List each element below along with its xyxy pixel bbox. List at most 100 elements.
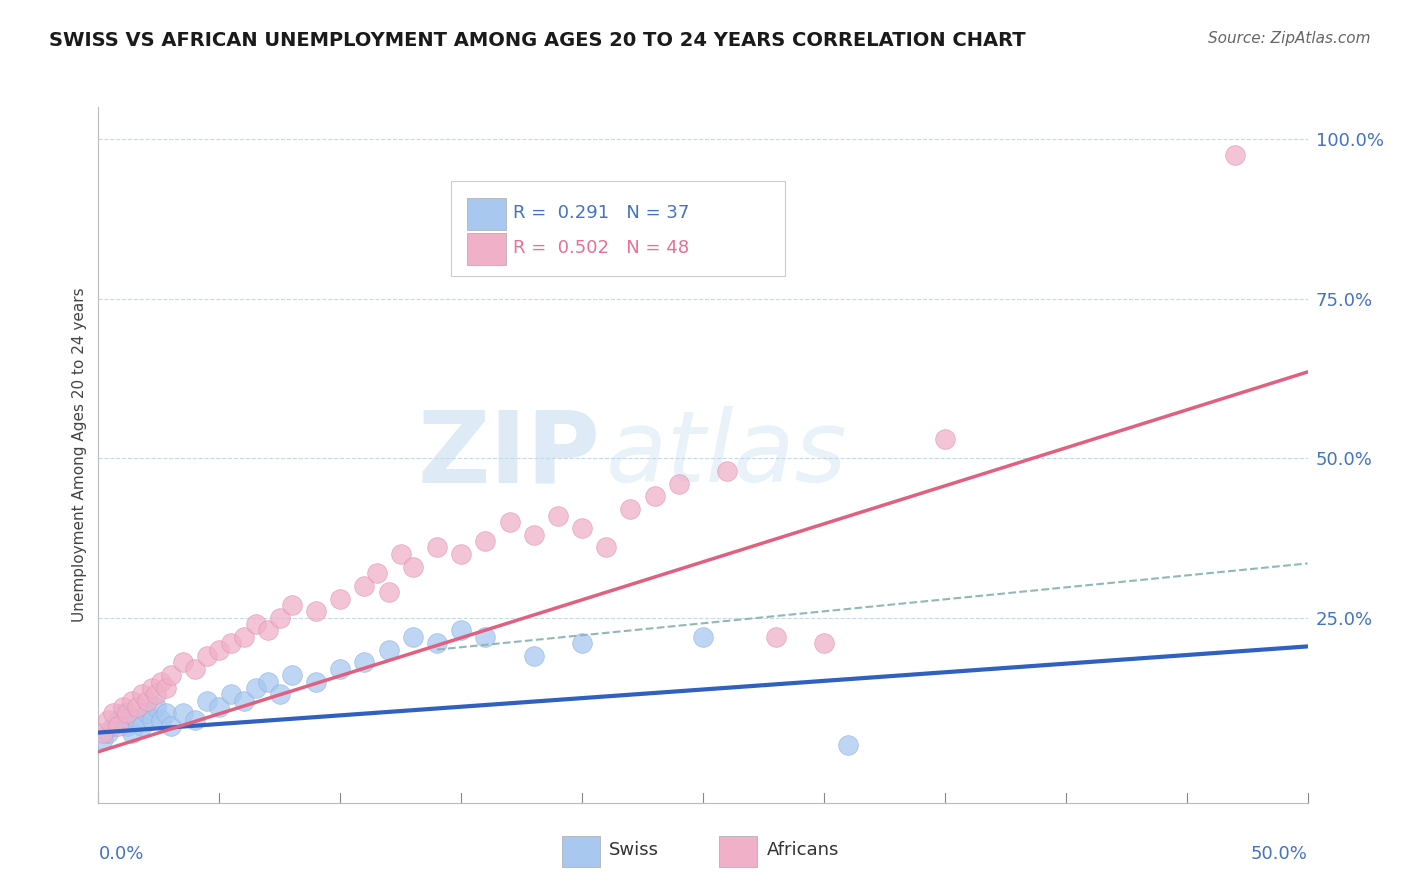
Point — [155, 706, 177, 721]
Point — [101, 706, 124, 721]
Point — [221, 636, 243, 650]
Point — [245, 617, 267, 632]
Point — [474, 534, 496, 549]
Point — [145, 700, 167, 714]
Point — [135, 694, 157, 708]
Point — [644, 490, 666, 504]
Point — [353, 579, 375, 593]
Point — [329, 662, 352, 676]
Point — [1223, 148, 1246, 162]
Point — [402, 559, 425, 574]
Point — [498, 515, 520, 529]
Point — [619, 502, 641, 516]
Point — [934, 432, 956, 446]
Point — [256, 624, 278, 638]
FancyBboxPatch shape — [718, 836, 758, 867]
Point — [145, 687, 167, 701]
Point — [121, 694, 143, 708]
Point — [111, 706, 134, 721]
Point — [141, 681, 163, 695]
Point — [668, 476, 690, 491]
Point — [208, 642, 231, 657]
Point — [131, 687, 153, 701]
FancyBboxPatch shape — [561, 836, 600, 867]
Point — [281, 598, 304, 612]
Point — [172, 656, 194, 670]
Point — [716, 464, 738, 478]
Point — [426, 636, 449, 650]
Point — [426, 541, 449, 555]
Text: SWISS VS AFRICAN UNEMPLOYMENT AMONG AGES 20 TO 24 YEARS CORRELATION CHART: SWISS VS AFRICAN UNEMPLOYMENT AMONG AGES… — [49, 31, 1026, 50]
Point — [111, 700, 134, 714]
Point — [474, 630, 496, 644]
Point — [184, 713, 207, 727]
Point — [172, 706, 194, 721]
Point — [117, 706, 139, 721]
Point — [150, 674, 173, 689]
Point — [402, 630, 425, 644]
Text: Africans: Africans — [768, 841, 839, 859]
Text: 50.0%: 50.0% — [1251, 845, 1308, 863]
Point — [377, 642, 399, 657]
FancyBboxPatch shape — [467, 198, 506, 230]
Point — [269, 687, 291, 701]
Point — [195, 648, 218, 663]
Point — [155, 681, 177, 695]
Y-axis label: Unemployment Among Ages 20 to 24 years: Unemployment Among Ages 20 to 24 years — [72, 287, 87, 623]
Point — [232, 694, 254, 708]
Point — [571, 636, 593, 650]
Text: atlas: atlas — [606, 407, 848, 503]
Point — [256, 674, 278, 689]
Text: Swiss: Swiss — [609, 841, 658, 859]
Point — [91, 731, 114, 746]
Point — [131, 719, 153, 733]
Point — [305, 674, 328, 689]
Point — [571, 521, 593, 535]
Point — [127, 700, 149, 714]
Point — [101, 719, 124, 733]
Point — [389, 547, 412, 561]
Point — [366, 566, 388, 580]
Text: Source: ZipAtlas.com: Source: ZipAtlas.com — [1208, 31, 1371, 46]
Text: ZIP: ZIP — [418, 407, 600, 503]
Point — [547, 508, 569, 523]
Point — [195, 694, 218, 708]
Point — [245, 681, 267, 695]
Point — [97, 713, 120, 727]
Point — [150, 713, 173, 727]
Point — [141, 713, 163, 727]
Point — [232, 630, 254, 644]
Point — [107, 719, 129, 733]
FancyBboxPatch shape — [467, 233, 506, 265]
Point — [813, 636, 835, 650]
Text: R =  0.502   N = 48: R = 0.502 N = 48 — [513, 238, 689, 257]
Point — [329, 591, 352, 606]
Point — [595, 541, 617, 555]
Point — [450, 624, 472, 638]
FancyBboxPatch shape — [451, 181, 785, 277]
Point — [377, 585, 399, 599]
Point — [127, 713, 149, 727]
Point — [450, 547, 472, 561]
Point — [208, 700, 231, 714]
Text: 0.0%: 0.0% — [98, 845, 143, 863]
Point — [107, 713, 129, 727]
Point — [353, 656, 375, 670]
Point — [160, 719, 183, 733]
Point — [281, 668, 304, 682]
Point — [91, 725, 114, 739]
Point — [305, 604, 328, 618]
Point — [692, 630, 714, 644]
Point — [523, 527, 546, 541]
Text: R =  0.291   N = 37: R = 0.291 N = 37 — [513, 203, 689, 222]
Point — [837, 739, 859, 753]
Point — [117, 719, 139, 733]
Point — [160, 668, 183, 682]
Point — [221, 687, 243, 701]
Point — [765, 630, 787, 644]
Point — [523, 648, 546, 663]
Point — [269, 610, 291, 624]
Point — [97, 725, 120, 739]
Point — [184, 662, 207, 676]
Point — [121, 725, 143, 739]
